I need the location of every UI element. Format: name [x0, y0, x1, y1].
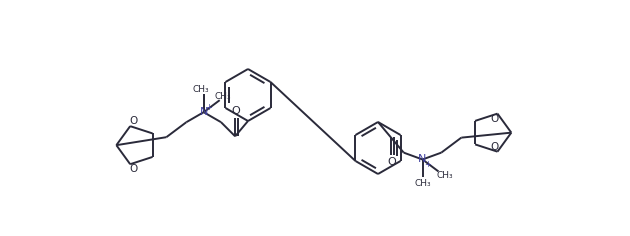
Text: N: N: [418, 155, 427, 164]
Text: CH₃: CH₃: [414, 179, 431, 188]
Text: O: O: [490, 142, 498, 152]
Text: N: N: [200, 107, 208, 117]
Text: +: +: [424, 160, 431, 169]
Text: +: +: [205, 103, 212, 112]
Text: CH₃: CH₃: [214, 92, 231, 101]
Text: O: O: [129, 116, 137, 126]
Text: CH₃: CH₃: [436, 171, 453, 180]
Text: O: O: [232, 106, 241, 116]
Text: CH₃: CH₃: [192, 85, 209, 94]
Text: O: O: [129, 164, 137, 174]
Text: O: O: [490, 114, 498, 124]
Text: O: O: [387, 157, 396, 167]
